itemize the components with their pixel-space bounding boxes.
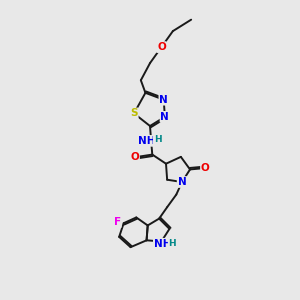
Text: O: O (157, 42, 166, 52)
Text: H: H (154, 135, 161, 144)
Text: NH: NH (138, 136, 156, 146)
Text: H: H (169, 238, 176, 247)
Text: O: O (201, 163, 210, 173)
Text: S: S (130, 108, 138, 118)
Text: N: N (160, 112, 169, 122)
Text: F: F (114, 217, 121, 227)
Text: N: N (159, 95, 168, 105)
Text: N: N (178, 177, 186, 187)
Text: O: O (130, 152, 139, 162)
Text: NH: NH (154, 239, 171, 249)
